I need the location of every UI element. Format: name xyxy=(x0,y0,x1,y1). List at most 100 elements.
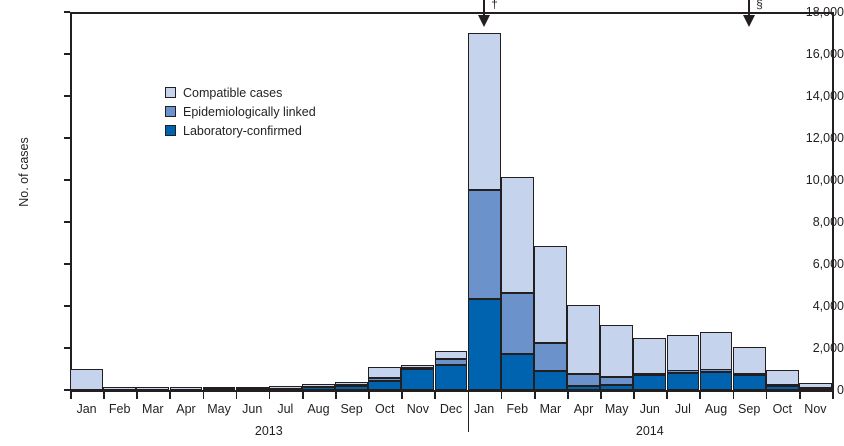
chart-legend: Compatible cases Epidemiologically linked… xyxy=(165,84,316,141)
bar-segment[interactable] xyxy=(633,338,667,375)
bar-segment[interactable] xyxy=(533,246,567,343)
bar-segment[interactable] xyxy=(732,346,766,374)
bar-segment[interactable] xyxy=(765,370,799,385)
bar-segment[interactable] xyxy=(434,358,468,365)
bar-segment[interactable] xyxy=(169,387,203,390)
bar-segment[interactable] xyxy=(401,369,435,390)
bar-group[interactable] xyxy=(302,12,335,390)
y-axis-tick-mark xyxy=(64,53,70,55)
bar-group[interactable] xyxy=(401,12,435,390)
bar-segment[interactable] xyxy=(500,176,534,293)
bar-segment[interactable] xyxy=(302,384,335,387)
bar-segment[interactable] xyxy=(567,304,600,375)
bar-segment[interactable] xyxy=(401,365,435,368)
bar-segment[interactable] xyxy=(467,33,501,190)
bar-segment[interactable] xyxy=(533,342,567,372)
bar-segment[interactable] xyxy=(732,375,766,390)
bar-group[interactable] xyxy=(500,12,534,390)
x-axis-tick-mark xyxy=(368,392,370,400)
legend-item[interactable]: Epidemiologically linked xyxy=(165,103,316,120)
bar-group[interactable] xyxy=(799,12,832,390)
bar-segment[interactable] xyxy=(268,385,302,389)
bar-segment[interactable] xyxy=(434,350,468,359)
bar-group[interactable] xyxy=(169,12,203,390)
bar-group[interactable] xyxy=(136,12,170,390)
bar-segment[interactable] xyxy=(666,334,700,372)
bar-group[interactable] xyxy=(666,12,700,390)
x-axis-tick-label: Dec xyxy=(439,402,463,416)
bar-group[interactable] xyxy=(467,12,501,390)
bar-group[interactable] xyxy=(567,12,600,390)
bar-segment[interactable] xyxy=(567,374,600,387)
x-axis-tick-label: Jan xyxy=(474,402,495,416)
y-axis-tick-mark xyxy=(64,347,70,349)
bar-segment[interactable] xyxy=(202,386,236,390)
bar-segment[interactable] xyxy=(136,387,170,390)
x-axis-tick-label: Jun xyxy=(639,402,660,416)
bar-segment[interactable] xyxy=(500,354,534,390)
down-arrow-icon: § xyxy=(742,0,763,28)
bar-group[interactable] xyxy=(533,12,567,390)
x-axis-tick-label: Apr xyxy=(176,402,196,416)
bar-segment[interactable] xyxy=(368,367,402,379)
legend-item[interactable]: Compatible cases xyxy=(165,84,316,101)
bar-group[interactable] xyxy=(600,12,634,390)
x-axis-tick-label: Feb xyxy=(108,402,131,416)
bar-segment[interactable] xyxy=(368,378,402,382)
bar-segment[interactable] xyxy=(103,387,137,390)
bar-segment[interactable] xyxy=(533,371,567,390)
bar-group[interactable] xyxy=(765,12,799,390)
bar-segment[interactable] xyxy=(600,376,634,385)
bar-segment[interactable] xyxy=(368,381,402,390)
bar-group[interactable] xyxy=(368,12,402,390)
legend-item[interactable]: Laboratory-confirmed xyxy=(165,122,316,139)
x-axis-tick-mark xyxy=(832,392,834,400)
bar-group[interactable] xyxy=(235,12,269,390)
bar-segment[interactable] xyxy=(600,324,634,377)
y-axis-tick-label: 14,000 xyxy=(805,88,844,103)
legend-item-label: Epidemiologically linked xyxy=(183,104,316,119)
y-axis-line xyxy=(70,12,73,393)
bar-segment[interactable] xyxy=(666,372,700,390)
bar-segment[interactable] xyxy=(699,332,733,371)
x-axis-tick-label: Aug xyxy=(704,402,728,416)
bar-segment[interactable] xyxy=(799,383,832,389)
bar-group[interactable] xyxy=(268,12,302,390)
x-axis-tick-mark xyxy=(600,392,602,400)
top-frame-line xyxy=(70,12,835,15)
bar-segment[interactable] xyxy=(765,386,799,390)
bar-segment[interactable] xyxy=(434,364,468,390)
bar-group[interactable] xyxy=(70,12,103,390)
bar-segment[interactable] xyxy=(70,369,103,390)
year-divider-line xyxy=(467,392,470,432)
y-axis-tick-label: 2,000 xyxy=(812,340,844,355)
bar-segment[interactable] xyxy=(335,386,368,390)
bar-segment[interactable] xyxy=(567,386,600,390)
x-axis-tick-mark xyxy=(335,392,337,400)
x-axis-tick-mark xyxy=(500,392,503,400)
x-axis-tick-label: Mar xyxy=(142,402,164,416)
x-axis-tick-mark xyxy=(169,392,172,400)
x-axis-tick-label: Nov xyxy=(804,402,827,416)
y-axis-tick-mark xyxy=(64,179,70,181)
bar-segment[interactable] xyxy=(335,381,368,385)
bar-group[interactable] xyxy=(699,12,733,390)
year-label: 2014 xyxy=(635,424,664,438)
bar-group[interactable] xyxy=(103,12,137,390)
bar-segment[interactable] xyxy=(235,386,269,390)
bar-group[interactable] xyxy=(202,12,236,390)
bar-segment[interactable] xyxy=(467,299,501,390)
bar-segment[interactable] xyxy=(699,371,733,390)
bar-group[interactable] xyxy=(434,12,468,390)
bar-group[interactable] xyxy=(633,12,667,390)
y-axis-tick-mark xyxy=(64,11,70,13)
bar-segment[interactable] xyxy=(500,292,534,355)
bar-segment[interactable] xyxy=(467,189,501,300)
bar-segment[interactable] xyxy=(633,375,667,390)
bar-group[interactable] xyxy=(335,12,368,390)
x-axis-tick-label: Sep xyxy=(340,402,363,416)
bar-group[interactable] xyxy=(732,12,766,390)
arrow-head xyxy=(477,15,490,27)
legend-color-swatch xyxy=(165,87,176,98)
bar-segment[interactable] xyxy=(600,384,634,390)
